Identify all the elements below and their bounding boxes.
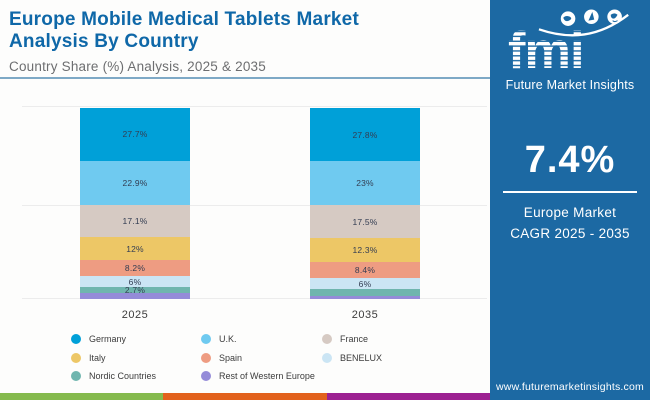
fmi-logo: fmi Future Market Insights: [490, 8, 650, 92]
segment-germany-2025: 27.7%: [80, 108, 190, 161]
category-label-2025: 2025: [121, 309, 149, 321]
chart-plot: 27.7% 22.9% 17.1% 12% 8.2% 6% 2.7% 2025 27.8% 23%…: [22, 106, 487, 321]
map-icon: [560, 11, 576, 26]
segment-italy-2035: 12.3%: [310, 238, 420, 262]
segment-italy-2025: 12%: [80, 237, 190, 261]
page-title: Europe Mobile Medical Tablets Market Ana…: [9, 9, 359, 53]
legend-dot: [201, 352, 211, 363]
segment-value-label: 27.7%: [122, 129, 148, 140]
legend-item-spain: Spain: [201, 352, 322, 363]
legend-item-nordic-countries: Nordic Countries: [71, 371, 201, 382]
legend-label: France: [340, 334, 369, 345]
legend-label: Rest of Western Europe: [219, 371, 315, 382]
gridline-top: [22, 106, 487, 107]
segment-benelux-2035: 6%: [310, 277, 420, 290]
cagr-label-line1: Europe Market: [523, 205, 617, 220]
strip-orange-segment: [163, 393, 327, 400]
legend-dot: [201, 334, 211, 345]
fmi-logo-graphic: fmi: [508, 9, 629, 80]
logo-subtext: Future Market Insights: [505, 78, 635, 92]
segment-value-label: 17.1%: [122, 215, 148, 226]
segment-nordic-countries-2025: 2.7%: [80, 284, 190, 295]
legend-item-italy: Italy: [71, 352, 201, 363]
segment-value-label: 23%: [356, 178, 374, 189]
segment-value-label: 17.5%: [352, 216, 378, 227]
legend-label: Spain: [219, 352, 243, 363]
legend-dot: [71, 371, 81, 382]
fmi-logo-text: fmi: [508, 22, 584, 72]
legend-dot: [322, 352, 332, 363]
legend-item-benelux: BENELUX: [322, 352, 481, 363]
gridline-bottom: [22, 298, 487, 299]
page-subtitle: Country Share (%) Analysis, 2025 & 2035: [9, 58, 266, 74]
legend: Germany U.K. France Italy Spain BENELUX Nordic…: [71, 330, 481, 386]
segment-value-label: 27.8%: [352, 129, 378, 140]
segment-value-label: 2.7%: [124, 284, 146, 295]
globe-icon: [607, 9, 622, 24]
segment-rest-of-western-europe-2025: [80, 292, 190, 300]
footer-strip: [0, 393, 490, 400]
strip-magenta-segment: [326, 393, 490, 400]
cagr-stat: 7.4% Europe Market CAGR 2025 - 2035: [490, 139, 650, 245]
segment-nordic-countries-2035: [310, 289, 420, 297]
legend-label: BENELUX: [340, 352, 383, 363]
segment-germany-2035: 27.8%: [310, 108, 420, 162]
brand-panel: fmi Future Market Insights 7.4% Europe M…: [490, 0, 650, 400]
segment-spain-2025: 8.2%: [80, 260, 190, 276]
segment-value-label: 8.2%: [124, 262, 146, 273]
cagr-label-line2: CAGR 2025 - 2035: [510, 225, 630, 241]
stacked-bar-2035: 27.8% 23% 17.5% 12.3% 8.4% 6%: [310, 108, 420, 299]
cagr-value: 7.4%: [524, 139, 616, 181]
segment-value-label: 22.9%: [122, 177, 148, 188]
legend-item-rest-of-western-europe: Rest of Western Europe: [201, 371, 322, 382]
website-url: www.futuremarketinsights.com: [496, 381, 644, 393]
compass-icon: [584, 9, 599, 24]
segment-u-k--2025: 22.9%: [80, 160, 190, 205]
gridline-middle: [22, 205, 487, 206]
segment-value-label: 6%: [358, 278, 372, 289]
legend-dot: [71, 334, 81, 345]
segment-france-2025: 17.1%: [80, 204, 190, 238]
legend-item-u-k-: U.K.: [201, 334, 322, 345]
header: Europe Mobile Medical Tablets Market Ana…: [9, 9, 479, 74]
legend-label: U.K.: [219, 334, 237, 345]
legend-dot: [71, 352, 81, 363]
segment-value-label: 12.3%: [352, 245, 378, 256]
segment-spain-2035: 8.4%: [310, 261, 420, 278]
header-divider: [0, 77, 490, 79]
legend-label: Nordic Countries: [89, 371, 157, 382]
segment-france-2035: 17.5%: [310, 204, 420, 239]
segment-value-label: 6%: [128, 276, 142, 287]
stat-divider: [503, 191, 637, 193]
segment-rest-of-western-europe-2035: [310, 296, 420, 299]
strip-green-segment: [0, 393, 164, 400]
category-label-2035: 2035: [351, 309, 379, 321]
segment-value-label: 8.4%: [354, 264, 376, 275]
legend-item-france: France: [322, 334, 481, 345]
stacked-bar-2025: 27.7% 22.9% 17.1% 12% 8.2% 6% 2.7%: [80, 108, 190, 300]
legend-label: Germany: [89, 334, 127, 345]
legend-item-germany: Germany: [71, 334, 201, 345]
legend-label: Italy: [89, 352, 106, 363]
cagr-label: Europe Market CAGR 2025 - 2035: [490, 203, 650, 245]
legend-dot: [322, 334, 332, 345]
segment-benelux-2025: 6%: [80, 275, 190, 288]
legend-dot: [201, 371, 211, 382]
segment-u-k--2035: 23%: [310, 161, 420, 205]
segment-value-label: 12%: [126, 243, 144, 254]
